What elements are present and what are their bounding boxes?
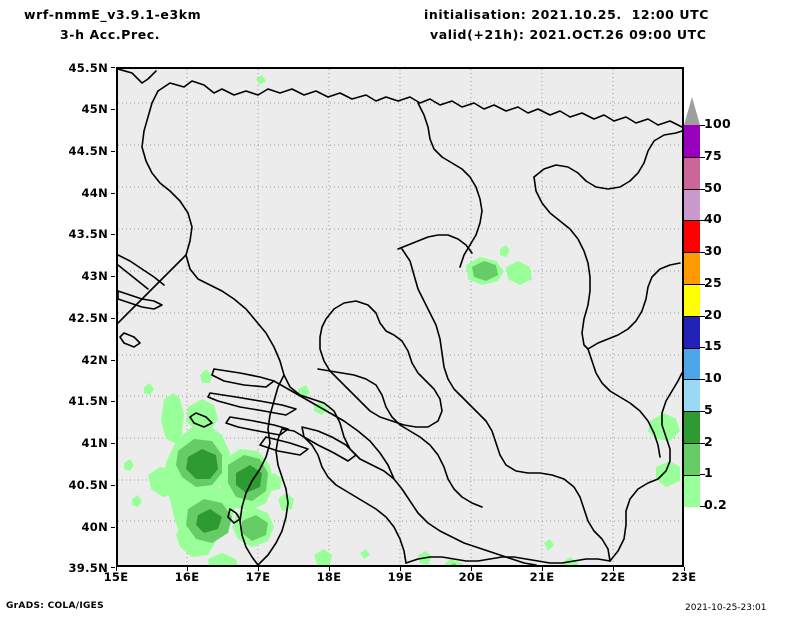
colorbar-band-10 [684, 379, 700, 412]
precip-band-2 [186, 449, 262, 533]
colorbar-label: 15 [704, 338, 722, 353]
precip-band-1-east [450, 261, 498, 565]
y-tick-label: 43N [81, 269, 108, 283]
colorbar-band-5 [684, 411, 700, 443]
colorbar-band-1 [684, 474, 700, 507]
x-tick-label: 22E [600, 570, 626, 584]
colorbar-band-40 [684, 220, 700, 253]
y-tick-label: 45.5N [68, 61, 108, 75]
x-tick-label: 16E [174, 570, 200, 584]
y-tick-label: 41N [81, 436, 108, 450]
y-tick-label: 42.5N [68, 311, 108, 325]
y-tick-label: 42N [81, 353, 108, 367]
x-tick-label: 18E [316, 570, 342, 584]
attribution-label: GrADS: COLA/IGES [6, 601, 104, 611]
y-tick-label: 41.5N [68, 394, 108, 408]
x-tick-label: 17E [245, 570, 271, 584]
y-tick-label: 44.5N [68, 144, 108, 158]
x-tick-label: 20E [458, 570, 484, 584]
colorbar-label: 40 [704, 211, 722, 226]
x-tick-label: 19E [387, 570, 413, 584]
colorbar-band-20 [684, 315, 700, 348]
x-tick-label: 21E [529, 570, 555, 584]
colorbar-band-15 [684, 347, 700, 380]
y-tick-label: 39.5N [68, 561, 108, 575]
y-tick-label: 45N [81, 102, 108, 116]
colorbar-label: 5 [704, 402, 713, 417]
map-plot-area [116, 67, 684, 567]
gridlines [118, 69, 682, 565]
generation-timestamp: 2021-10-25-23:01 [685, 603, 767, 613]
colorbar-label: 10 [704, 370, 722, 385]
colorbar-band-25 [684, 283, 700, 316]
colorbar [684, 125, 700, 507]
colorbar-label: 100 [704, 116, 731, 131]
y-tick-label: 44N [81, 186, 108, 200]
colorbar-band-100 [684, 125, 700, 157]
colorbar-label: 50 [704, 180, 722, 195]
colorbar-label: 75 [704, 148, 722, 163]
colorbar-label: 20 [704, 307, 722, 322]
colorbar-band-75 [684, 156, 700, 189]
colorbar-band-30 [684, 252, 700, 284]
colorbar-label: 1 [704, 465, 713, 480]
colorbar-label: 2 [704, 434, 713, 449]
valid-time: valid(+21h): 2021.OCT.26 09:00 UTC [430, 27, 707, 42]
colorbar-overflow-arrow [684, 97, 700, 125]
x-tick-label: 15E [103, 570, 129, 584]
y-tick-label: 43.5N [68, 227, 108, 241]
colorbar-label: 30 [704, 243, 722, 258]
colorbar-label: 0.2 [704, 497, 728, 512]
precipitation-field [124, 75, 680, 565]
coastline-and-borders [118, 69, 682, 565]
colorbar-band-2 [684, 442, 700, 475]
map-canvas [118, 69, 682, 565]
y-tick-label: 40.5N [68, 478, 108, 492]
initialisation-time: initialisation: 2021.10.25. 12:00 UTC [424, 7, 710, 22]
precip-band-0.2-east [256, 75, 680, 565]
y-tick-label: 40N [81, 520, 108, 534]
colorbar-band-50 [684, 188, 700, 221]
field-subtitle: 3-h Acc.Prec. [60, 27, 161, 42]
page-title: wrf-nmmE_v3.9.1-e3km [24, 7, 202, 22]
colorbar-label: 25 [704, 275, 722, 290]
x-tick-label: 23E [671, 570, 697, 584]
